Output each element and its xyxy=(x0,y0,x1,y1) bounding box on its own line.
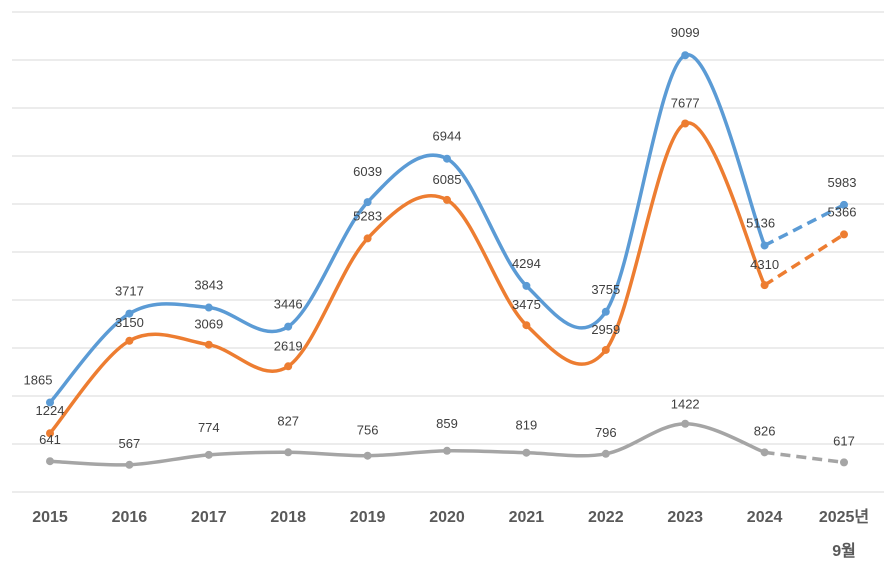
series-1-data-label: 5136 xyxy=(746,215,775,230)
series-1-point xyxy=(204,303,213,312)
series-3-point xyxy=(840,458,848,467)
series-1-point xyxy=(601,307,610,316)
series-2-point xyxy=(601,345,610,354)
series-1-data-label: 3717 xyxy=(115,284,144,299)
series-2-point xyxy=(204,340,213,349)
gridlines xyxy=(12,11,884,493)
series-2-point xyxy=(363,234,372,243)
series-1-point xyxy=(681,51,690,60)
x-tick-label: 2022 xyxy=(588,509,624,526)
series-3-point xyxy=(601,449,610,458)
series-2-data-label: 5283 xyxy=(353,208,382,223)
data-labels: 1865 3717 3843 3446 6039 6944 4294 3755 9099 5136… xyxy=(24,25,857,451)
series-2-point xyxy=(125,336,134,345)
series-1-line xyxy=(48,53,767,405)
x-tick-label: 2019 xyxy=(350,509,386,526)
series-3-data-label: 756 xyxy=(357,423,379,438)
series-3-point xyxy=(760,448,769,457)
series-lines xyxy=(46,51,848,469)
series-1-projected-line xyxy=(763,203,845,248)
series-1-data-label: 4294 xyxy=(512,256,541,271)
series-1-point xyxy=(443,154,451,163)
series-1-point xyxy=(363,198,372,207)
series-1-data-label: 3755 xyxy=(591,282,620,297)
series-2-data-label: 2619 xyxy=(274,338,303,353)
series-2-data-label: 3475 xyxy=(512,297,541,312)
series-1-point xyxy=(522,281,531,290)
series-3-data-label: 1422 xyxy=(671,397,700,412)
series-2-projected-line xyxy=(763,232,845,287)
series-3-data-label: 826 xyxy=(754,423,776,438)
x-tick-label: 2015 xyxy=(32,509,68,526)
series-2-point xyxy=(46,429,54,438)
series-3-data-label: 819 xyxy=(516,418,538,433)
series-3-point xyxy=(443,446,451,455)
series-3-line xyxy=(48,421,767,467)
series-3-point xyxy=(522,448,531,457)
series-2-point xyxy=(284,362,293,371)
series-3-point xyxy=(125,460,134,469)
series-3-point xyxy=(363,451,372,460)
series-2-data-label: 3069 xyxy=(194,317,223,332)
x-tick-label: 2016 xyxy=(112,509,148,526)
series-1-point xyxy=(760,241,769,250)
series-2-data-label: 1224 xyxy=(36,403,65,418)
series-1-data-label: 6039 xyxy=(353,164,382,179)
series-1-point xyxy=(46,398,54,407)
series-2-data-label: 3150 xyxy=(115,315,144,330)
series-3-data-label: 827 xyxy=(277,413,299,428)
series-1-data-label: 9099 xyxy=(671,25,700,40)
series-3-data-label: 641 xyxy=(39,432,61,447)
series-3-data-label: 796 xyxy=(595,425,617,440)
x-tick-label: 2023 xyxy=(667,509,703,526)
series-2-point xyxy=(840,230,848,239)
series-1-point xyxy=(284,322,293,331)
x-tick-label: 2018 xyxy=(270,509,306,526)
x-tick-label: 2021 xyxy=(509,509,545,526)
series-3-point xyxy=(284,448,293,457)
series-2-point xyxy=(522,321,531,330)
series-2-data-label: 7677 xyxy=(671,96,700,111)
series-1-point xyxy=(125,309,134,318)
series-3-data-label: 859 xyxy=(436,416,458,431)
series-3-data-label: 617 xyxy=(833,433,855,448)
series-3-data-label: 774 xyxy=(198,420,220,435)
series-1-data-label: 3843 xyxy=(194,278,223,293)
series-2-data-label: 5366 xyxy=(828,204,857,219)
series-1-data-label: 5983 xyxy=(828,175,857,190)
series-2-point xyxy=(443,195,451,204)
series-3-point xyxy=(204,450,213,459)
series-1-data-label: 1865 xyxy=(24,372,53,387)
series-3-data-label: 567 xyxy=(119,436,141,451)
series-1-data-label: 3446 xyxy=(274,297,303,312)
series-2-point xyxy=(760,281,769,290)
x-tick-label: 2025년 9월 xyxy=(819,507,869,560)
series-1-point xyxy=(840,200,848,209)
series-1-data-label: 6944 xyxy=(433,129,462,144)
series-2-data-label: 2959 xyxy=(591,322,620,337)
x-axis-ticks: 2015 2016 2017 2018 2019 2020 2021 2022 2023 2024… xyxy=(32,507,869,560)
x-tick-label: 2024 xyxy=(747,509,783,526)
series-2-data-label: 4310 xyxy=(750,257,779,272)
x-tick-label: 2020 xyxy=(429,509,465,526)
series-3-point xyxy=(681,419,690,428)
series-3-point xyxy=(46,457,54,466)
x-tick-label: 2017 xyxy=(191,509,227,526)
series-2-point xyxy=(681,119,690,128)
series-2-data-label: 6085 xyxy=(433,172,462,187)
series-2-line xyxy=(48,121,767,435)
series-3-projected-line xyxy=(764,450,845,465)
